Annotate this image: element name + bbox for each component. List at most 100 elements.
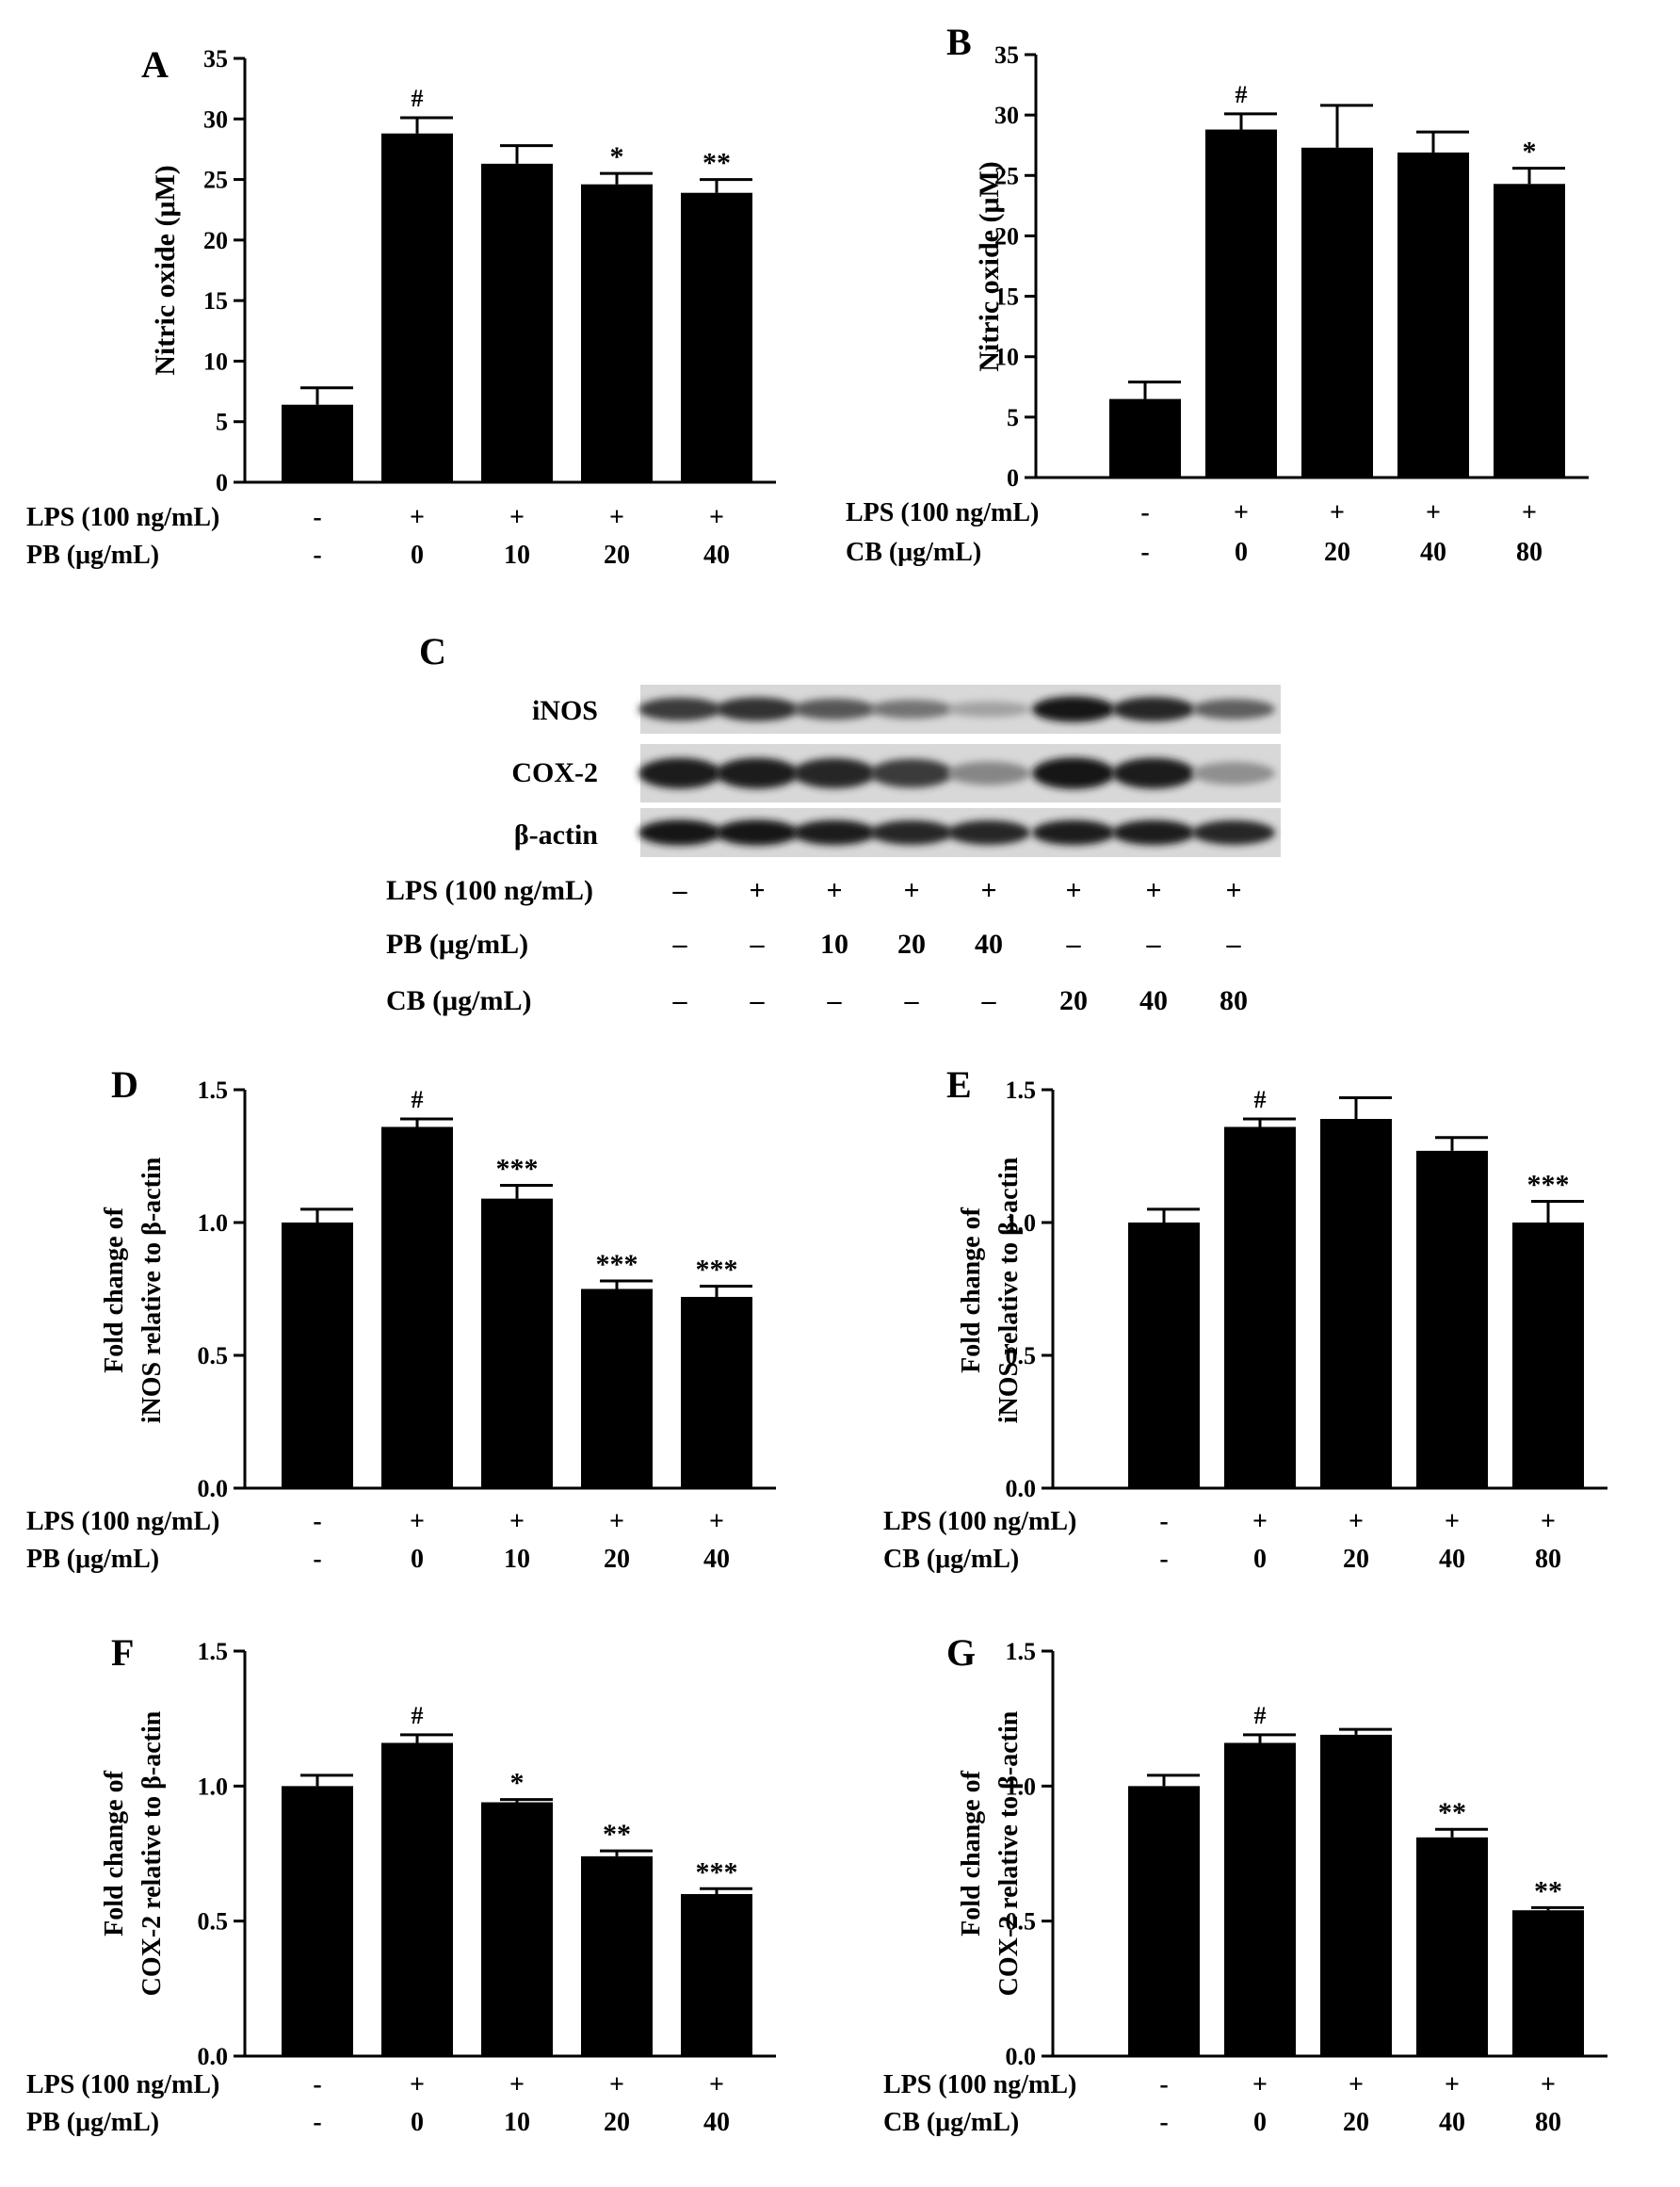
condition-value: + (709, 1507, 724, 1536)
blot-band (870, 699, 953, 720)
y-tick-label: 30 (203, 105, 228, 133)
blot-band-label: β-actin (514, 819, 598, 850)
condition-value: 40 (975, 929, 1003, 960)
condition-value: – (981, 985, 997, 1016)
y-tick-label: 20 (994, 222, 1019, 250)
bar (1205, 129, 1277, 478)
significance-mark: ** (603, 1819, 631, 1850)
y-tick-label: 1.5 (198, 1638, 229, 1665)
y-tick-label: 20 (203, 227, 228, 254)
bar (481, 1802, 553, 2056)
significance-mark: # (412, 1086, 424, 1113)
bar (1128, 1786, 1200, 2056)
blot-band (870, 758, 953, 788)
y-axis-label: Nitric oxide (μM) (150, 165, 181, 376)
condition-value: 40 (703, 1545, 730, 1574)
condition-value: 0 (411, 2108, 424, 2137)
condition-label: LPS (100 ng/mL) (846, 498, 1039, 527)
y-tick-label: 0 (1007, 464, 1019, 492)
panel-letter: A (141, 43, 169, 86)
panel-letter: F (111, 1631, 134, 1674)
condition-label: CB (μg/mL) (386, 985, 532, 1016)
condition-label: CB (μg/mL) (883, 2108, 1019, 2137)
condition-value: + (1252, 2070, 1268, 2099)
condition-value: + (1252, 1507, 1268, 1536)
y-tick-label: 25 (203, 167, 228, 194)
blot-band (870, 820, 953, 845)
y-tick-label: 0 (216, 469, 228, 496)
condition-value: - (313, 1507, 321, 1536)
condition-value: + (1522, 498, 1537, 527)
chart-panel-f: F 0.0 0.5 1.0 1.5 Fold change of COX-2 relativ… (26, 1631, 776, 2137)
condition-value: 40 (1420, 538, 1446, 567)
condition-value: – (904, 985, 920, 1016)
blot-band (1192, 820, 1275, 845)
y-tick-label: 0.5 (1006, 1908, 1037, 1936)
y-tick-label: 0.5 (198, 1908, 229, 1936)
condition-value: - (1159, 1507, 1168, 1536)
condition-label: PB (μg/mL) (386, 929, 528, 960)
bar (681, 1894, 752, 2056)
condition-value: – (672, 985, 688, 1016)
condition-label: PB (μg/mL) (26, 2108, 159, 2137)
blot-band (638, 819, 721, 846)
significance-mark: ** (1438, 1797, 1466, 1828)
condition-value: + (1065, 875, 1081, 906)
panel-letter: G (946, 1631, 976, 1674)
condition-value: 80 (1535, 1545, 1561, 1574)
bar (681, 192, 752, 482)
condition-value: - (313, 2108, 321, 2137)
y-tick-label: 30 (994, 102, 1019, 129)
y-tick-label: 1.5 (1006, 1077, 1037, 1104)
condition-label: PB (μg/mL) (26, 1545, 159, 1574)
condition-value: + (980, 875, 996, 906)
blot-band-label: COX-2 (511, 757, 598, 788)
condition-value: 40 (1139, 985, 1168, 1016)
y-tick-label: 35 (203, 45, 228, 73)
condition-value: 10 (504, 1545, 530, 1574)
condition-value: + (509, 1507, 525, 1536)
bar (1494, 184, 1565, 478)
blot-band (716, 697, 799, 721)
condition-value: – (1066, 929, 1082, 960)
blot-band (1192, 761, 1275, 786)
condition-value: + (609, 2070, 624, 2099)
bar (381, 1126, 453, 1488)
y-axis-label-line: Fold change of (100, 1207, 129, 1372)
y-tick-label: 1.0 (198, 1209, 229, 1237)
condition-value: 10 (504, 2108, 530, 2137)
significance-mark: *** (696, 1856, 738, 1887)
condition-value: + (1145, 875, 1161, 906)
bar (1320, 1734, 1392, 2056)
blot-band-label: iNOS (532, 695, 598, 726)
condition-value: + (1541, 1507, 1556, 1536)
bar (1224, 1126, 1296, 1488)
significance-mark: *** (596, 1249, 638, 1280)
blot-band (793, 819, 876, 846)
condition-value: + (903, 875, 919, 906)
y-axis-label: Nitric oxide (μM) (974, 161, 1005, 372)
blot-band (638, 757, 721, 789)
blot-band (1192, 699, 1275, 720)
y-tick-label: 35 (994, 41, 1019, 69)
condition-value: + (1426, 498, 1441, 527)
blot-band (947, 761, 1030, 786)
significance-mark: *** (1527, 1169, 1570, 1200)
condition-value: 20 (1343, 2108, 1369, 2137)
bar (1224, 1742, 1296, 2056)
y-tick-label: 0.0 (198, 1475, 229, 1502)
condition-value: 40 (703, 2108, 730, 2137)
condition-value: + (709, 2070, 724, 2099)
significance-mark: * (610, 141, 624, 172)
panel-letter: C (419, 630, 446, 672)
bar (1512, 1910, 1584, 2056)
y-tick-label: 0.0 (198, 2043, 229, 2070)
condition-value: + (410, 1507, 425, 1536)
condition-label: PB (μg/mL) (26, 541, 159, 570)
condition-value: 20 (604, 2108, 630, 2137)
condition-value: + (1541, 2070, 1556, 2099)
y-axis-label-line: COX-2 relative to β-actin (137, 1710, 167, 1996)
condition-value: + (410, 503, 425, 532)
blot-band (793, 698, 876, 721)
condition-label: CB (μg/mL) (846, 538, 981, 567)
